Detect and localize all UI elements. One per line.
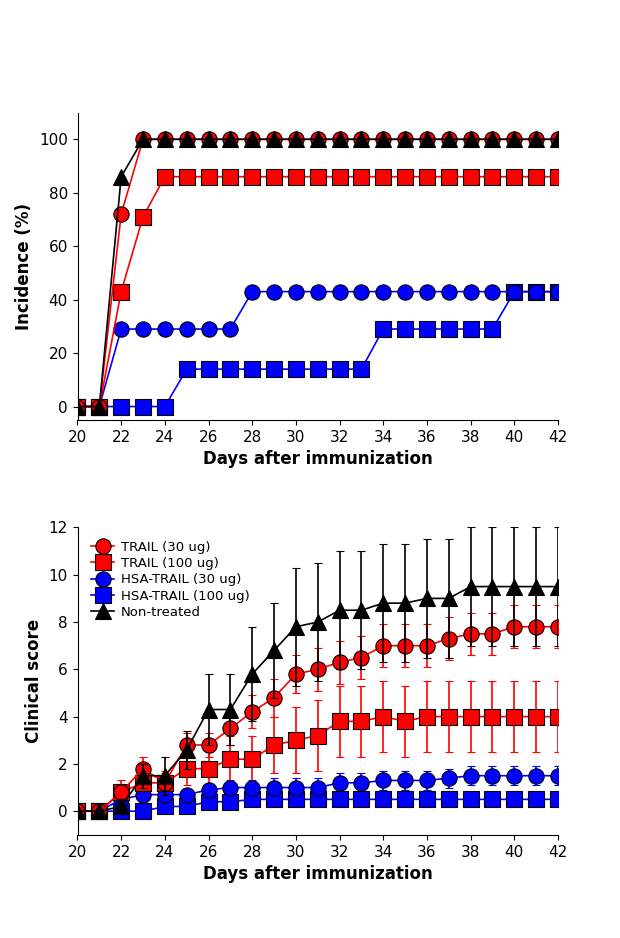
Y-axis label: Clinical score: Clinical score (25, 619, 43, 743)
X-axis label: Days after immunization: Days after immunization (203, 450, 433, 468)
Legend: TRAIL (30 ug), TRAIL (100 ug), HSA-TRAIL (30 ug), HSA-TRAIL (100 ug), Non-treate: TRAIL (30 ug), TRAIL (100 ug), HSA-TRAIL… (84, 534, 257, 626)
Y-axis label: Incidence (%): Incidence (%) (16, 203, 33, 330)
X-axis label: Days after immunization: Days after immunization (203, 865, 433, 883)
